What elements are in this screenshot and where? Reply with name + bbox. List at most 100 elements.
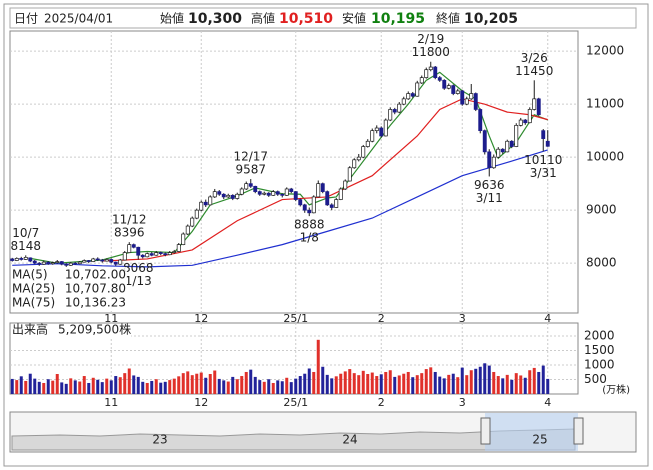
volume-bar xyxy=(231,376,235,394)
volume-bar xyxy=(298,376,302,394)
volume-header-box xyxy=(11,324,131,337)
candle-body xyxy=(415,82,420,97)
candle-body xyxy=(239,188,244,195)
volume-bar xyxy=(208,374,212,394)
candle-body xyxy=(365,140,370,147)
volume-bar xyxy=(523,377,527,394)
candle-body xyxy=(14,258,19,261)
volume-bar xyxy=(163,381,167,394)
annotation-date: 11/12 xyxy=(112,213,147,227)
candle-body xyxy=(100,259,105,262)
navigator-handle-right[interactable] xyxy=(573,417,584,445)
volume-bar xyxy=(10,378,14,394)
x-tick-label: 2 xyxy=(378,312,385,325)
y-tick-label: 1000 xyxy=(584,358,615,372)
volume-bar xyxy=(307,368,311,394)
candle-body xyxy=(338,188,343,200)
x-tick-label: 2 xyxy=(378,396,385,409)
navigator-selection[interactable] xyxy=(485,413,578,451)
annotation-value: 11800 xyxy=(412,45,450,59)
x-tick-label: 11 xyxy=(104,312,118,325)
candle-body xyxy=(410,93,415,97)
volume-bar xyxy=(294,378,298,394)
candle-body xyxy=(325,191,330,206)
date-label: 日付 xyxy=(14,12,38,26)
candle-body xyxy=(248,183,253,187)
volume-bar xyxy=(339,373,343,394)
ma-line xyxy=(12,149,548,268)
volume-bar xyxy=(172,378,176,394)
candle-body xyxy=(464,98,469,105)
candle-body xyxy=(487,151,492,169)
candle-body xyxy=(181,233,186,245)
candle-body xyxy=(68,262,73,266)
volume-bar xyxy=(438,376,442,394)
volume-bar xyxy=(96,379,100,394)
volume-bar xyxy=(496,376,500,394)
y-tick-label: 8000 xyxy=(586,256,617,270)
volume-bar xyxy=(150,380,154,394)
volume-bar xyxy=(91,377,95,394)
candle-body xyxy=(140,254,145,258)
candle-body xyxy=(118,259,123,265)
date: 2025/04/01 xyxy=(44,12,113,26)
annotation-value: 11450 xyxy=(515,64,553,78)
candle-body xyxy=(41,261,46,265)
candle-body xyxy=(536,98,541,116)
candle-body xyxy=(109,259,114,263)
candle-body xyxy=(289,188,294,192)
candle-body xyxy=(442,79,447,89)
candle-body xyxy=(64,263,69,266)
volume-bar xyxy=(478,366,482,394)
candle-body xyxy=(226,194,231,198)
volume-bar xyxy=(334,376,338,394)
volume-bar xyxy=(154,379,158,394)
candle-body xyxy=(23,256,28,260)
volume-bar xyxy=(393,376,397,394)
candle-body xyxy=(253,185,258,192)
candle-body xyxy=(145,253,150,258)
annotation-value: 9636 xyxy=(474,178,505,192)
candle-body xyxy=(163,253,168,256)
candle-body xyxy=(55,261,60,263)
volume-bar xyxy=(15,380,19,394)
annotation-value: 9587 xyxy=(235,163,266,177)
annotation-date: 1/13 xyxy=(125,274,152,288)
candle-body xyxy=(514,125,519,147)
volume-bar xyxy=(258,380,262,394)
candle-body xyxy=(388,109,393,121)
candle-body xyxy=(397,103,402,113)
volume-bar xyxy=(325,374,329,394)
volume-bar xyxy=(501,378,505,394)
volume-bar xyxy=(312,371,316,394)
volume-bar xyxy=(348,369,352,394)
navigator-handle-left[interactable] xyxy=(480,417,491,445)
x-tick-label: 25/1 xyxy=(283,312,308,325)
volume-bar xyxy=(244,371,248,394)
legend-value: 10,136.23 xyxy=(65,296,126,310)
candle-body xyxy=(541,130,546,139)
candle-body xyxy=(113,261,118,265)
candle-body xyxy=(433,66,438,78)
candle-body xyxy=(50,262,55,265)
volume-bar xyxy=(177,376,181,394)
volume-bar xyxy=(19,376,23,394)
legend-name: MA(5) xyxy=(12,268,48,282)
volume-bar xyxy=(253,376,257,394)
candle-body xyxy=(293,191,298,200)
candle-body xyxy=(455,90,460,94)
candle-body xyxy=(199,201,204,211)
volume-bar xyxy=(442,378,446,394)
volume-bar xyxy=(456,377,460,394)
candle-body xyxy=(428,66,433,71)
volume-bar xyxy=(379,374,383,394)
volume-bar xyxy=(186,371,190,394)
volume-bar xyxy=(262,381,266,394)
volume-bar xyxy=(303,373,307,394)
volume-bar xyxy=(226,381,230,394)
candle-body xyxy=(194,209,199,219)
candle-body xyxy=(28,257,33,262)
candle-body xyxy=(212,191,217,198)
candle-body xyxy=(392,109,397,113)
